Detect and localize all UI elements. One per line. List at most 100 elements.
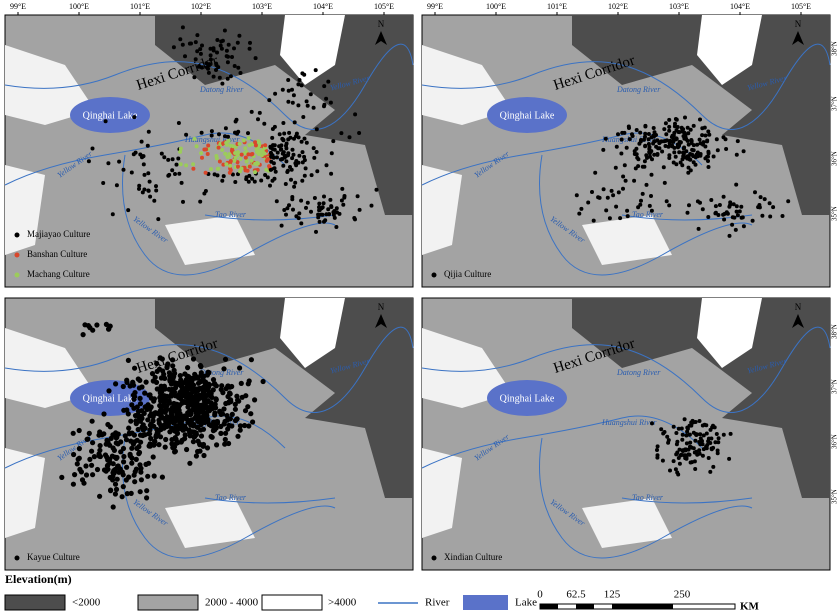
site (712, 425, 717, 430)
site (179, 417, 185, 423)
site (229, 383, 235, 390)
site (123, 477, 129, 483)
site (171, 444, 178, 450)
site (649, 194, 653, 198)
site (680, 437, 685, 442)
site (209, 129, 214, 134)
site (649, 172, 654, 177)
site (145, 402, 151, 408)
north-label: N (795, 19, 802, 29)
latitude-label: 38°N (831, 41, 839, 56)
swatch-lake (463, 595, 508, 610)
site (247, 46, 252, 51)
site (177, 373, 183, 379)
site (209, 167, 213, 172)
site (203, 170, 208, 175)
site (195, 417, 201, 423)
site (223, 430, 229, 436)
site (727, 204, 732, 209)
site (103, 468, 109, 474)
site (104, 463, 110, 469)
site (274, 199, 279, 204)
site (125, 411, 131, 417)
legend-label: Machang Culture (27, 269, 90, 279)
site (233, 119, 238, 124)
site (232, 417, 239, 424)
site (204, 392, 210, 398)
site (230, 55, 234, 59)
longitude-label: 99°E (427, 2, 443, 11)
site (153, 379, 160, 385)
site (667, 156, 672, 160)
site (667, 117, 672, 122)
site (693, 467, 698, 471)
site (214, 442, 220, 448)
site (709, 436, 714, 441)
site (135, 426, 141, 433)
site (226, 400, 232, 406)
site (256, 117, 260, 122)
site (246, 423, 252, 429)
site (290, 87, 294, 92)
site (639, 138, 643, 142)
site (202, 191, 207, 196)
site (693, 162, 698, 167)
site (162, 444, 168, 450)
site (579, 206, 584, 211)
site (220, 390, 226, 396)
site (284, 159, 289, 164)
site (218, 43, 223, 48)
site (97, 429, 103, 435)
site (655, 448, 659, 452)
site (199, 151, 204, 156)
site (758, 195, 763, 200)
site (147, 179, 152, 184)
site (124, 464, 130, 470)
site (704, 431, 709, 436)
site (238, 71, 243, 75)
site (59, 474, 65, 480)
legend-high: >4000 (328, 597, 357, 609)
site (695, 142, 700, 147)
legend-dot (14, 555, 20, 561)
site (688, 445, 693, 449)
site (314, 150, 319, 154)
site (237, 141, 242, 146)
site (675, 470, 680, 475)
site (730, 222, 735, 227)
site (620, 130, 625, 135)
site (210, 377, 217, 383)
site (178, 382, 184, 389)
site (102, 452, 109, 458)
site (638, 130, 643, 135)
site (110, 504, 116, 510)
site (224, 162, 229, 167)
site (675, 125, 680, 129)
site (672, 150, 677, 155)
site (696, 226, 701, 231)
site (114, 183, 119, 188)
site (138, 413, 144, 419)
site (150, 418, 156, 424)
site (222, 28, 227, 33)
site (130, 441, 136, 447)
latitude-label: 36°N (831, 434, 839, 449)
site (686, 452, 691, 457)
site (204, 445, 211, 451)
site (625, 214, 630, 219)
site (299, 198, 304, 203)
site (693, 420, 698, 424)
site (329, 204, 334, 209)
site (253, 140, 258, 145)
site (686, 131, 691, 136)
site (693, 438, 698, 443)
site (662, 127, 667, 132)
site (272, 124, 277, 129)
site (724, 210, 729, 215)
terrain-high (422, 328, 672, 548)
site (332, 215, 337, 220)
site (324, 163, 329, 168)
legend-river: River (425, 597, 450, 609)
site (211, 74, 216, 79)
site (252, 397, 258, 403)
